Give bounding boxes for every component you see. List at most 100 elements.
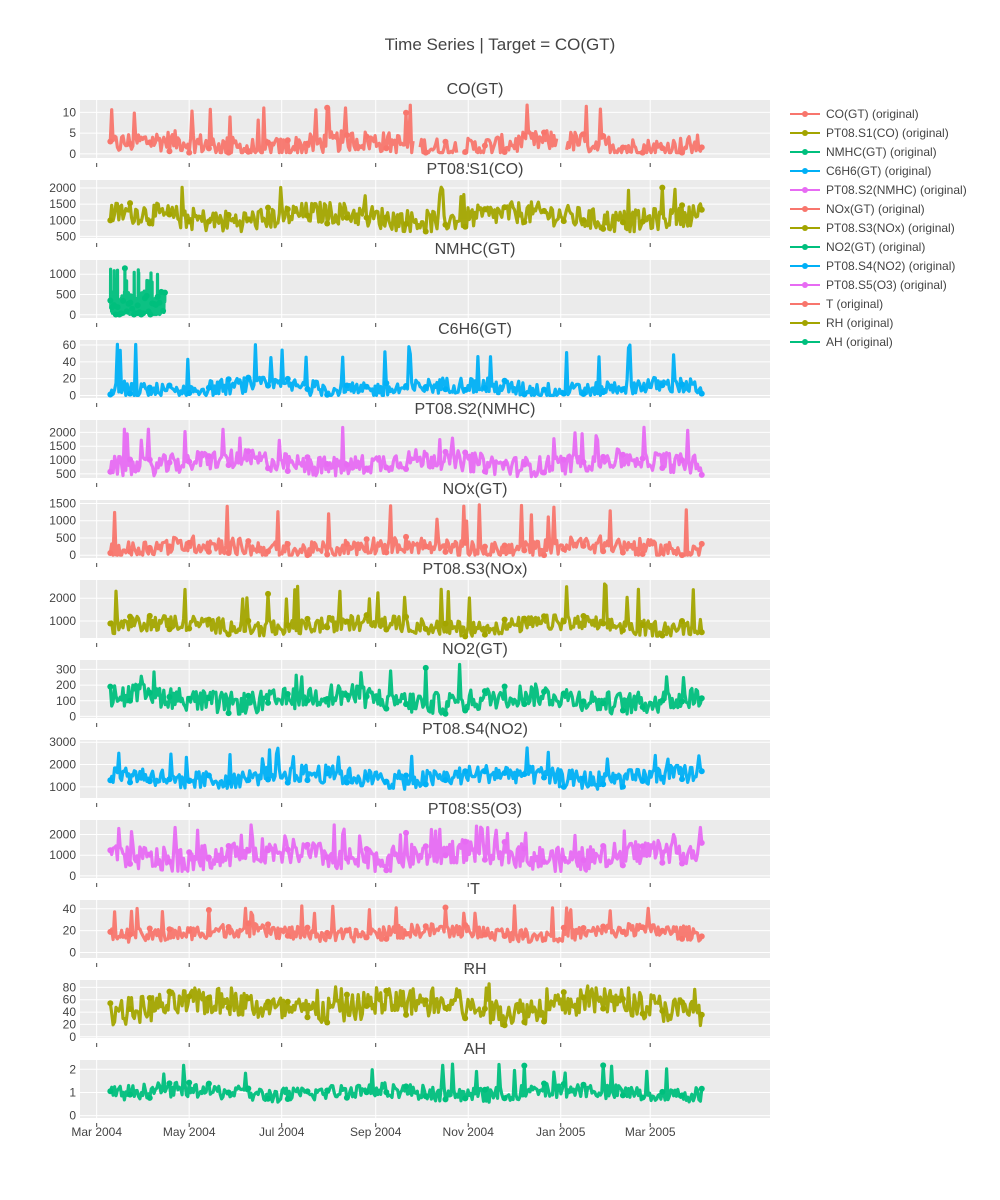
legend-marker bbox=[802, 301, 808, 307]
data-point bbox=[560, 390, 567, 397]
panel-co-gt: 0 5 10 CO(GT) bbox=[63, 81, 770, 167]
data-point bbox=[580, 775, 587, 782]
data-point bbox=[462, 449, 469, 456]
data-point bbox=[521, 615, 528, 622]
data-point bbox=[639, 924, 646, 931]
legend-item-pt08-s4-no2: PT08.S4(NO2) (original) bbox=[790, 259, 955, 273]
y-tick-label: 0 bbox=[69, 388, 76, 402]
data-point bbox=[619, 995, 626, 1002]
data-point bbox=[383, 1089, 390, 1096]
data-point bbox=[521, 1018, 528, 1025]
y-tick-label: 0 bbox=[69, 1030, 76, 1044]
data-point bbox=[205, 218, 212, 225]
data-point bbox=[166, 211, 173, 218]
y-tick-label: 200 bbox=[56, 678, 76, 692]
data-point bbox=[147, 311, 154, 318]
data-point bbox=[363, 693, 370, 700]
data-point bbox=[462, 921, 469, 928]
data-point bbox=[403, 613, 410, 620]
data-point bbox=[363, 536, 370, 543]
data-point bbox=[422, 781, 429, 788]
data-point bbox=[600, 548, 607, 555]
data-point bbox=[580, 925, 587, 932]
data-point bbox=[304, 777, 311, 784]
data-point bbox=[127, 931, 134, 938]
data-point bbox=[284, 998, 291, 1005]
data-point bbox=[265, 699, 272, 706]
panel-title-c6h6-gt: C6H6(GT) bbox=[438, 321, 512, 338]
data-point bbox=[265, 1095, 272, 1102]
data-point bbox=[343, 692, 350, 699]
data-point bbox=[560, 618, 567, 625]
data-point bbox=[403, 383, 410, 390]
data-point bbox=[600, 843, 607, 850]
data-point bbox=[679, 149, 686, 156]
data-point bbox=[146, 384, 153, 391]
data-point bbox=[107, 1088, 114, 1095]
data-point bbox=[442, 548, 449, 555]
data-point bbox=[481, 543, 488, 550]
data-point bbox=[541, 774, 548, 781]
panel-title-pt08-s2-nmhc: PT08.S2(NMHC) bbox=[415, 401, 536, 418]
data-point bbox=[422, 228, 429, 235]
legend-item-pt08-s5-o3: PT08.S5(O3) (original) bbox=[790, 278, 947, 292]
data-point bbox=[324, 770, 331, 777]
data-point bbox=[481, 688, 488, 695]
y-tick-label: 3000 bbox=[49, 735, 76, 749]
data-point bbox=[127, 779, 134, 786]
data-point bbox=[639, 703, 646, 710]
data-point bbox=[442, 1096, 449, 1103]
y-tick-label: 100 bbox=[56, 694, 76, 708]
y-tick-label: 1000 bbox=[49, 267, 76, 281]
data-point bbox=[245, 847, 252, 854]
panel-title-pt08-s1-co: PT08.S1(CO) bbox=[427, 161, 524, 178]
data-point bbox=[462, 1095, 469, 1102]
data-point bbox=[521, 1062, 528, 1069]
data-point bbox=[481, 206, 488, 213]
legend-label: C6H6(GT) (original) bbox=[826, 164, 931, 178]
data-point bbox=[304, 615, 311, 622]
data-point bbox=[127, 1006, 134, 1013]
y-tick-label: 40 bbox=[63, 902, 77, 916]
data-point bbox=[205, 854, 212, 861]
data-point bbox=[698, 471, 705, 478]
data-point bbox=[107, 550, 114, 557]
y-tick-label: 2000 bbox=[49, 591, 76, 605]
data-point bbox=[619, 144, 626, 151]
data-point bbox=[146, 925, 153, 932]
data-point bbox=[383, 778, 390, 785]
data-point bbox=[619, 707, 626, 714]
data-point bbox=[659, 549, 666, 556]
y-tick-label: 1500 bbox=[49, 496, 76, 510]
data-point bbox=[304, 212, 311, 219]
data-point bbox=[600, 923, 607, 930]
data-point bbox=[205, 772, 212, 779]
data-point bbox=[403, 533, 410, 540]
data-point bbox=[580, 217, 587, 224]
data-point bbox=[363, 845, 370, 852]
data-point bbox=[698, 1085, 705, 1092]
data-point bbox=[304, 140, 311, 147]
data-point bbox=[679, 202, 686, 209]
legend-marker bbox=[802, 149, 808, 155]
data-point bbox=[639, 1094, 646, 1101]
panel-title-co-gt: CO(GT) bbox=[447, 81, 504, 98]
data-point bbox=[679, 698, 686, 705]
data-point bbox=[619, 1092, 626, 1099]
data-point bbox=[265, 590, 272, 597]
data-point bbox=[186, 458, 193, 465]
data-point bbox=[363, 133, 370, 140]
data-point bbox=[442, 138, 449, 145]
data-point bbox=[324, 1019, 331, 1026]
legend-marker bbox=[802, 282, 808, 288]
data-point bbox=[245, 448, 252, 455]
y-tick-label: 1000 bbox=[49, 780, 76, 794]
y-tick-label: 0 bbox=[69, 709, 76, 723]
data-point bbox=[166, 148, 173, 155]
data-point bbox=[107, 928, 114, 935]
y-tick-label: 2000 bbox=[49, 181, 76, 195]
data-point bbox=[225, 842, 232, 849]
y-tick-label: 300 bbox=[56, 662, 76, 676]
data-point bbox=[639, 218, 646, 225]
data-point bbox=[639, 777, 646, 784]
